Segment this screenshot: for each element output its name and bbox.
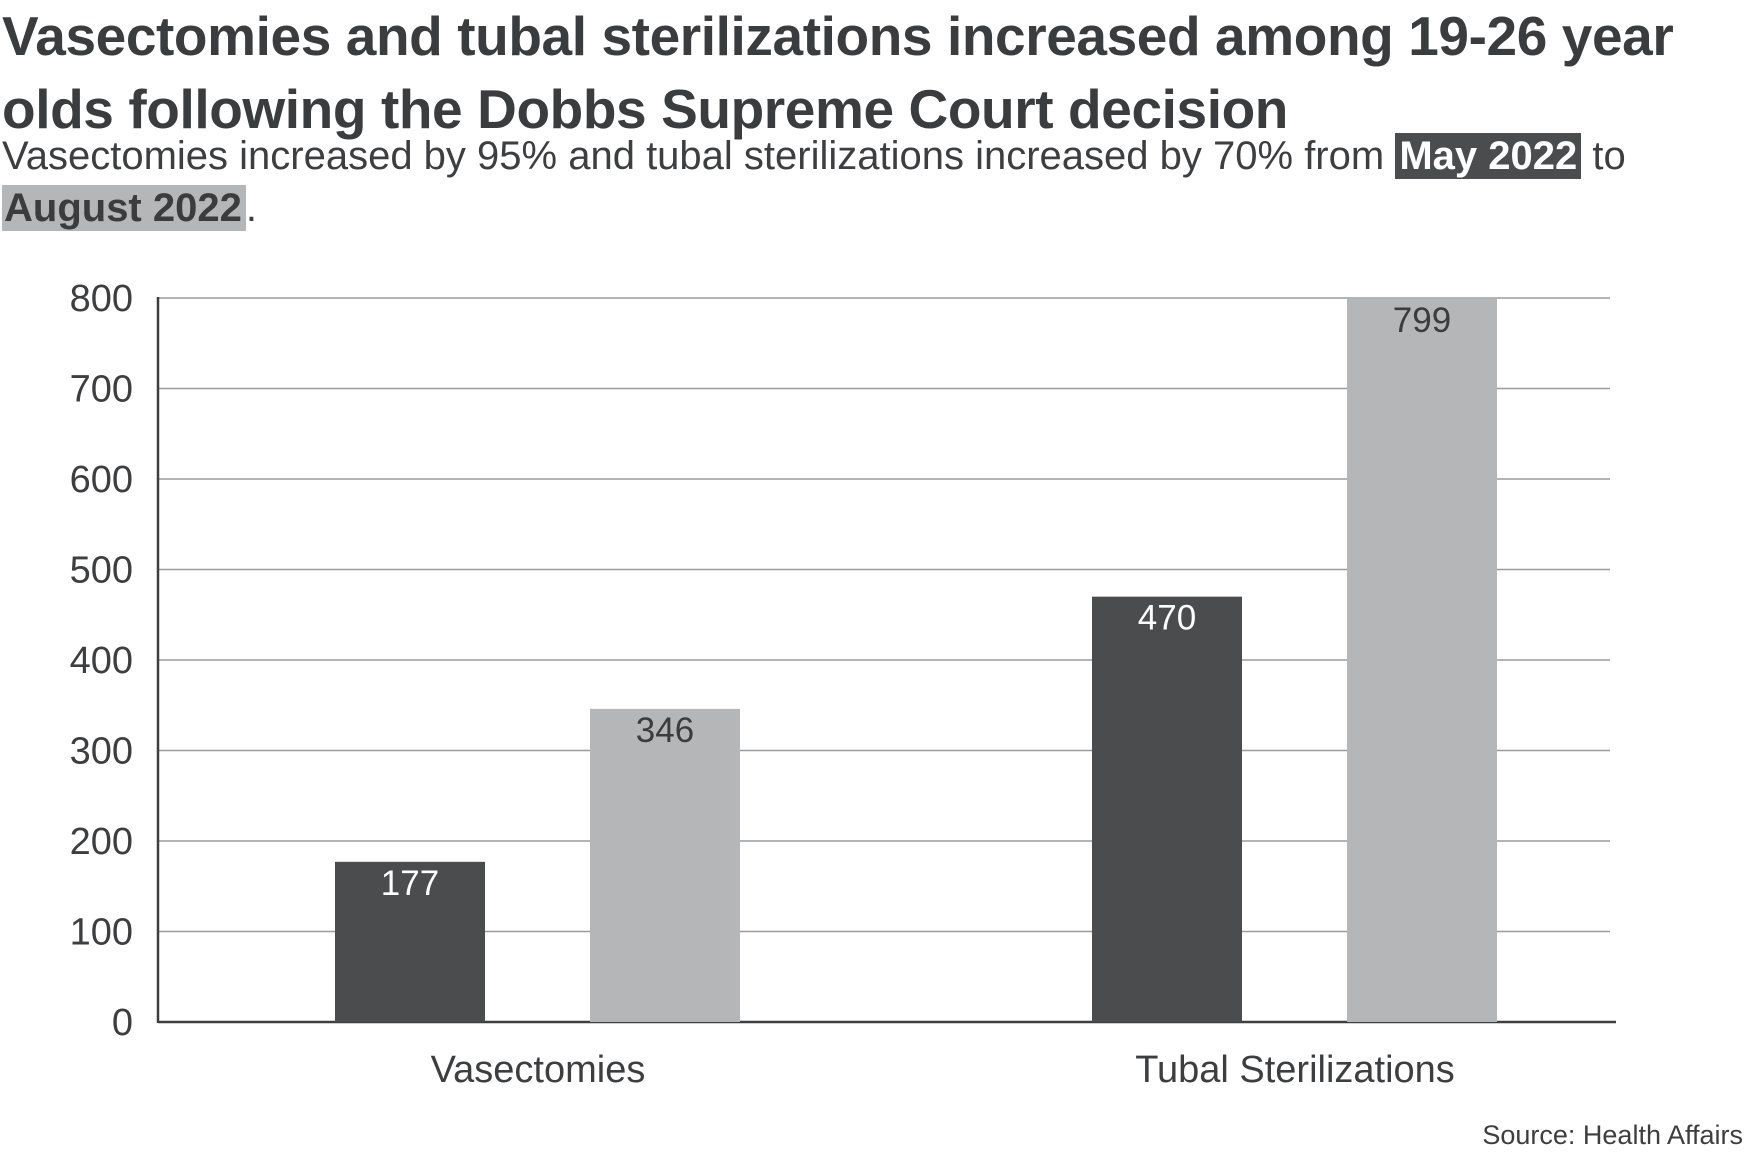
data-label-vasectomies-may-2022: 177 xyxy=(381,864,439,903)
chart-subtitle: Vasectomies increased by 95% and tubal s… xyxy=(2,130,1742,234)
y-tick-label-200: 200 xyxy=(70,821,133,863)
data-label-vasectomies-august-2022: 346 xyxy=(636,711,694,750)
legend-august-2022: August 2022 xyxy=(2,185,246,231)
y-tick-label-0: 0 xyxy=(112,1002,133,1044)
x-tick-label-tubal-sterilizations: Tubal Sterilizations xyxy=(1135,1049,1455,1091)
bar-tubal-sterilizations-may-2022 xyxy=(1092,596,1242,1022)
y-tick-label-600: 600 xyxy=(70,459,133,501)
data-label-tubal-sterilizations-august-2022: 799 xyxy=(1393,301,1451,340)
y-tick-label-500: 500 xyxy=(70,550,133,592)
bar-vasectomies-may-2022 xyxy=(335,861,485,1022)
bar-tubal-sterilizations-august-2022 xyxy=(1347,298,1497,1022)
bar-vasectomies-august-2022 xyxy=(590,708,740,1022)
y-tick-label-400: 400 xyxy=(70,640,133,682)
bar-chart: 0 100 200 300 400 500 600 700 800 177 346 Vasectomi… xyxy=(70,278,1616,1091)
source-note: Source: Health Affairs xyxy=(1482,1120,1743,1150)
x-tick-label-vasectomies: Vasectomies xyxy=(431,1049,646,1091)
subtitle-text-after: . xyxy=(245,186,257,230)
y-tick-label-700: 700 xyxy=(70,369,133,411)
y-tick-label-800: 800 xyxy=(70,278,133,320)
y-tick-label-300: 300 xyxy=(70,731,133,773)
legend-may-2022: May 2022 xyxy=(1395,133,1582,179)
y-tick-label-100: 100 xyxy=(70,912,133,954)
subtitle-text-middle: to xyxy=(1592,134,1626,178)
chart-title: Vasectomies and tubal sterilizations inc… xyxy=(2,5,1674,140)
data-label-tubal-sterilizations-may-2022: 470 xyxy=(1138,599,1196,638)
subtitle-text-before: Vasectomies increased by 95% and tubal s… xyxy=(2,134,1385,178)
